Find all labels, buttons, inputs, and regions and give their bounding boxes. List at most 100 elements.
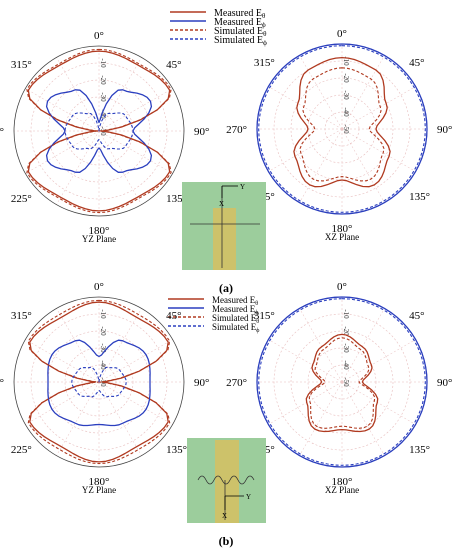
r-tick-label: -40 xyxy=(99,109,107,119)
series-simulated-e- xyxy=(26,48,172,214)
angle-label: 135° xyxy=(409,444,430,456)
series-simulated-e- xyxy=(71,366,127,398)
angle-label: 315° xyxy=(11,310,32,322)
plane-label: XZ Plane xyxy=(325,485,359,495)
series-simulated-e- xyxy=(27,299,171,465)
grid-circle xyxy=(290,330,394,434)
angle-label: 180° xyxy=(332,223,353,235)
grid-spoke xyxy=(268,381,343,425)
grid-spoke xyxy=(56,308,100,383)
grid-spoke xyxy=(56,381,100,456)
legend-subscript: ϕ xyxy=(256,328,259,334)
grid-spoke xyxy=(341,381,385,456)
r-tick-label: -40 xyxy=(342,360,350,370)
angle-label: 135° xyxy=(166,193,187,205)
legend-entry: Measured Eθ xyxy=(214,8,266,20)
angle-label: 90° xyxy=(194,377,209,389)
angle-label: 225° xyxy=(11,193,32,205)
series-measured-e- xyxy=(256,296,428,468)
r-tick-label: -40 xyxy=(99,360,107,370)
series-simulated-e- xyxy=(258,298,426,466)
grid-spoke xyxy=(25,88,100,132)
antenna-strip xyxy=(213,208,236,270)
angle-label: 90° xyxy=(194,126,209,138)
antenna-strip xyxy=(215,440,239,523)
grid-spoke xyxy=(56,57,100,132)
grid-spoke xyxy=(98,88,173,132)
plane-label: YZ Plane xyxy=(82,234,116,244)
r-tick-label: -20 xyxy=(99,75,107,85)
grid-spoke xyxy=(268,128,343,172)
angle-label: 45° xyxy=(166,310,181,322)
r-tick-label: -20 xyxy=(342,73,350,83)
legend-subscript: θ xyxy=(256,319,259,325)
angle-label: 270° xyxy=(0,377,4,389)
angle-label: 90° xyxy=(437,377,452,389)
r-tick-label: -10 xyxy=(99,309,107,319)
legend-subscript: θ xyxy=(255,301,258,307)
angle-label: 45° xyxy=(409,57,424,69)
angle-label: 315° xyxy=(254,57,275,69)
r-tick-label: -50 xyxy=(342,124,350,134)
angle-label: 180° xyxy=(89,476,110,488)
axis-y-label: Y xyxy=(240,183,245,191)
grid-circle xyxy=(290,77,394,181)
outer-circle xyxy=(13,296,185,468)
series-measured-e- xyxy=(293,56,391,188)
axis-y-label: Y xyxy=(246,493,251,501)
r-tick-label: -10 xyxy=(342,56,350,66)
angle-label: 135° xyxy=(409,191,430,203)
legend-entry: Measured Eϕ xyxy=(212,304,258,316)
angle-label: 0° xyxy=(94,281,104,293)
grid-spoke xyxy=(299,381,343,456)
series-simulated-e- xyxy=(308,337,376,429)
angle-label: 0° xyxy=(337,28,347,40)
r-tick-label: -20 xyxy=(342,326,350,336)
panel-label-a: (a) xyxy=(219,281,233,295)
legend-subscript: ϕ xyxy=(263,39,267,47)
axis-x-label: X xyxy=(219,200,224,208)
series-simulated-e- xyxy=(64,112,134,150)
legend-subscript: θ xyxy=(262,12,266,20)
angle-label: 45° xyxy=(409,310,424,322)
angle-label: 0° xyxy=(337,281,347,293)
series-measured-e- xyxy=(27,50,171,212)
legend-subscript: ϕ xyxy=(262,21,266,29)
legend-entry: Simulated Eθ xyxy=(214,26,267,38)
legend-entry: Simulated Eϕ xyxy=(212,322,259,334)
grid-spoke xyxy=(341,339,416,383)
angle-label: 270° xyxy=(226,377,247,389)
grid-spoke xyxy=(299,128,343,203)
series-measured-e- xyxy=(29,301,169,463)
plane-label: YZ Plane xyxy=(82,485,116,495)
series-measured-e- xyxy=(45,89,153,173)
r-tick-label: -30 xyxy=(99,343,107,353)
feed-line xyxy=(197,475,255,485)
series-simulated-e- xyxy=(258,45,426,213)
r-tick-label: -10 xyxy=(342,309,350,319)
r-tick-label: -30 xyxy=(342,90,350,100)
polar-plot-a-yz: -50-40-30-20-100°45°90°135°180°225°270°3… xyxy=(0,30,209,244)
angle-label: 90° xyxy=(437,124,452,136)
legend-subscript: θ xyxy=(263,30,267,38)
outer-circle xyxy=(13,45,185,217)
legend-entry: Measured Eϕ xyxy=(214,17,266,29)
angle-label: 180° xyxy=(89,225,110,237)
angle-label: 180° xyxy=(332,476,353,488)
grid-spoke xyxy=(98,130,142,205)
polar-plot-b-yz: -50-40-30-20-100°45°90°135°180°225°270°3… xyxy=(0,281,209,495)
legend-subscript: ϕ xyxy=(255,310,258,316)
polar-plot-a-xz: -50-40-30-20-100°45°90°135°180°225°270°3… xyxy=(226,28,452,242)
angle-label: 270° xyxy=(226,124,247,136)
antenna-inset-b: Y X xyxy=(187,438,266,523)
angle-label: 135° xyxy=(166,444,187,456)
r-tick-label: -20 xyxy=(99,326,107,336)
plane-label: XZ Plane xyxy=(325,232,359,242)
angle-label: 0° xyxy=(94,30,104,42)
legend-entry: Simulated Eϕ xyxy=(214,35,267,47)
grid-spoke xyxy=(341,128,416,172)
grid-spoke xyxy=(56,130,100,205)
grid-spoke xyxy=(268,339,343,383)
